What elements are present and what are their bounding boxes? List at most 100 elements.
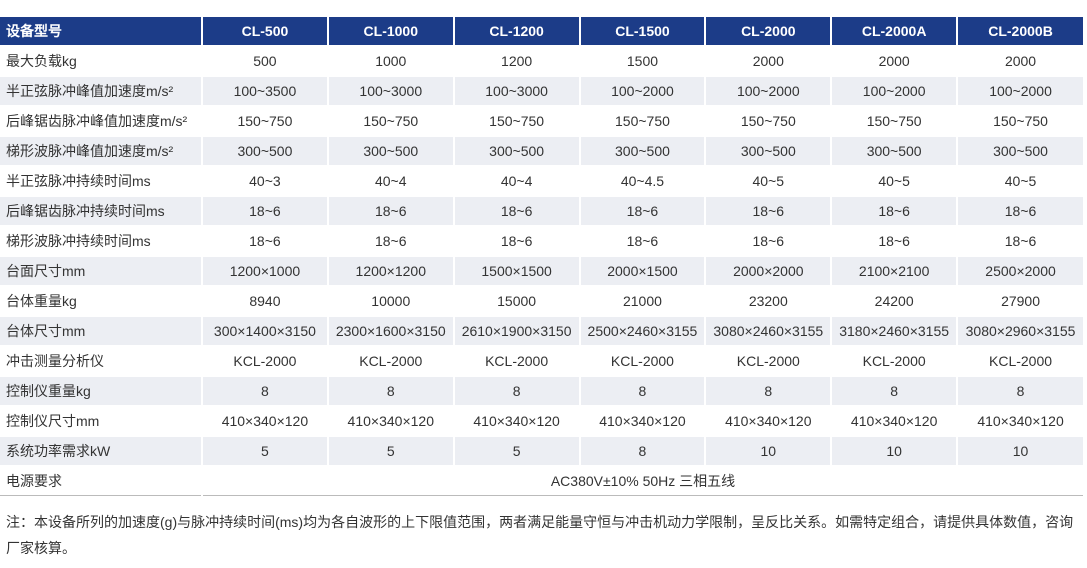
cell: 2000×1500: [578, 255, 706, 286]
cell: 300~500: [578, 135, 706, 166]
cell: 100~2000: [830, 75, 958, 106]
cell: 18~6: [830, 195, 958, 226]
cell: 40~5: [830, 165, 958, 196]
table-row: 台体尺寸mm 300×1400×3150 2300×1600×3150 2610×19…: [0, 315, 1083, 346]
table-row: 梯形波脉冲峰值加速度m/s² 300~500 300~500 300~500 300~5…: [0, 135, 1083, 166]
table-row: 系统功率需求kW 5 5 5 8 10 10 10: [0, 435, 1083, 466]
row-label: 后峰锯齿脉冲峰值加速度m/s²: [0, 105, 202, 136]
cell: 18~6: [956, 225, 1083, 256]
row-label: 冲击测量分析仪: [0, 345, 202, 376]
cell: 18~6: [452, 195, 580, 226]
cell: 23200: [704, 285, 832, 316]
cell: 8: [956, 375, 1083, 406]
cell: 150~750: [704, 105, 832, 136]
cell: 150~750: [956, 105, 1083, 136]
cell: 40~5: [956, 165, 1083, 196]
cell: 2000: [830, 45, 958, 76]
cell: 300~500: [956, 135, 1083, 166]
cell: 100~2000: [956, 75, 1083, 106]
cell: 18~6: [578, 195, 706, 226]
row-label: 最大负载kg: [0, 45, 202, 76]
header-cell: CL-500: [201, 17, 328, 46]
cell: 1500×1500: [452, 255, 580, 286]
cell: 150~750: [326, 105, 454, 136]
cell: 500: [201, 45, 328, 76]
header-cell: 设备型号: [0, 17, 202, 46]
cell: 1200×1000: [201, 255, 328, 286]
cell: 3080×2460×3155: [704, 315, 832, 346]
cell: 3180×2460×3155: [830, 315, 958, 346]
cell: 18~6: [201, 225, 328, 256]
cell: 100~2000: [704, 75, 832, 106]
cell: KCL-2000: [956, 345, 1083, 376]
table-row: 台体重量kg 8940 10000 15000 21000 23200 24200 27900: [0, 285, 1083, 316]
cell: 8940: [201, 285, 328, 316]
cell: 40~3: [201, 165, 328, 196]
cell: 300~500: [326, 135, 454, 166]
cell: KCL-2000: [704, 345, 832, 376]
cell: 8: [578, 375, 706, 406]
cell: 40~4: [452, 165, 580, 196]
cell: 2500×2460×3155: [578, 315, 706, 346]
cell: 10: [704, 435, 832, 466]
cell: 8: [452, 375, 580, 406]
cell: 27900: [956, 285, 1083, 316]
header-row: 设备型号 CL-500 CL-1000 CL-1200 CL-1500 CL-2000 CL…: [0, 17, 1083, 46]
cell: 100~3500: [201, 75, 328, 106]
row-label: 半正弦脉冲持续时间ms: [0, 165, 202, 196]
row-label: 梯形波脉冲峰值加速度m/s²: [0, 135, 202, 166]
cell: 18~6: [704, 195, 832, 226]
header-cell: CL-1500: [578, 17, 706, 46]
cell: 1200×1200: [326, 255, 454, 286]
cell: 18~6: [578, 225, 706, 256]
cell: 24200: [830, 285, 958, 316]
header-cell: CL-1000: [326, 17, 454, 46]
cell: 300~500: [452, 135, 580, 166]
cell: 40~4: [326, 165, 454, 196]
table-row: 后峰锯齿脉冲峰值加速度m/s² 150~750 150~750 150~750 150~…: [0, 105, 1083, 136]
cell: 150~750: [452, 105, 580, 136]
cell: 2000×2000: [704, 255, 832, 286]
cell: 21000: [578, 285, 706, 316]
cell: 3080×2960×3155: [956, 315, 1083, 346]
cell: 10: [830, 435, 958, 466]
cell: 100~3000: [326, 75, 454, 106]
cell: 1500: [578, 45, 706, 76]
cell: 410×340×120: [452, 405, 580, 436]
cell: 100~2000: [578, 75, 706, 106]
cell: 18~6: [704, 225, 832, 256]
row-label: 半正弦脉冲峰值加速度m/s²: [0, 75, 202, 106]
header-cell: CL-2000: [704, 17, 832, 46]
cell: 410×340×120: [956, 405, 1083, 436]
cell: 410×340×120: [201, 405, 328, 436]
row-label: 控制仪尺寸mm: [0, 405, 202, 436]
cell: 18~6: [452, 225, 580, 256]
header-cell: CL-2000A: [830, 17, 958, 46]
table-row: 半正弦脉冲峰值加速度m/s² 100~3500 100~3000 100~3000 10…: [0, 75, 1083, 106]
table-row: 电源要求 AC380V±10% 50Hz 三相五线: [0, 465, 1083, 496]
table-row: 最大负载kg 500 1000 1200 1500 2000 2000 2000: [0, 45, 1083, 76]
table-row: 半正弦脉冲持续时间ms 40~3 40~4 40~4 40~4.5 40~5 40~5 40~…: [0, 165, 1083, 196]
cell: 40~5: [704, 165, 832, 196]
cell: KCL-2000: [201, 345, 328, 376]
table-row: 台面尺寸mm 1200×1000 1200×1200 1500×1500 2000×15…: [0, 255, 1083, 286]
table-row: 冲击测量分析仪 KCL-2000 KCL-2000 KCL-2000 KCL-2000 K…: [0, 345, 1083, 376]
table-header: 设备型号 CL-500 CL-1000 CL-1200 CL-1500 CL-2000 CL…: [0, 17, 1083, 46]
spec-table: 设备型号 CL-500 CL-1000 CL-1200 CL-1500 CL-2000 CL…: [0, 17, 1083, 496]
cell: KCL-2000: [326, 345, 454, 376]
cell: 8: [578, 435, 706, 466]
cell: 5: [201, 435, 328, 466]
row-label: 控制仪重量kg: [0, 375, 202, 406]
cell: 100~3000: [452, 75, 580, 106]
cell: 40~4.5: [578, 165, 706, 196]
cell: 2500×2000: [956, 255, 1083, 286]
cell: 2100×2100: [830, 255, 958, 286]
table-row: 后峰锯齿脉冲持续时间ms 18~6 18~6 18~6 18~6 18~6 18~6 18~6: [0, 195, 1083, 226]
cell: KCL-2000: [830, 345, 958, 376]
cell: 300~500: [201, 135, 328, 166]
table-row: 控制仪重量kg 8 8 8 8 8 8 8: [0, 375, 1083, 406]
cell: 300~500: [830, 135, 958, 166]
cell: 15000: [452, 285, 580, 316]
cell: 18~6: [830, 225, 958, 256]
